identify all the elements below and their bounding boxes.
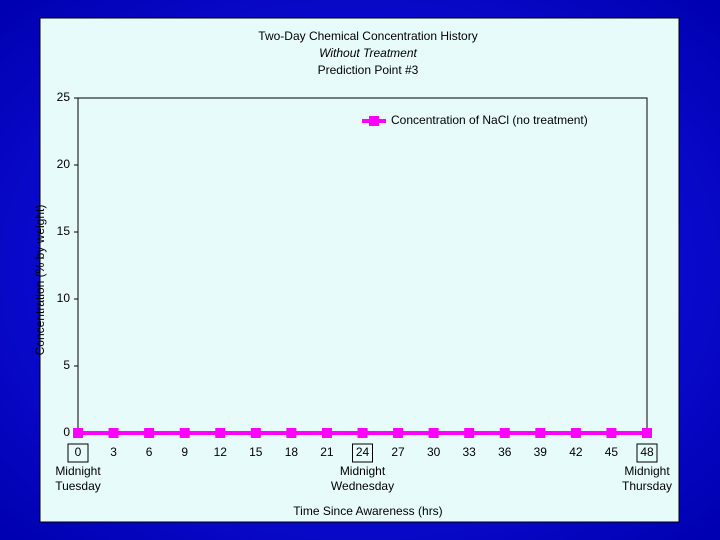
- data-marker: [286, 428, 297, 438]
- x-tick-label: 12: [214, 445, 228, 459]
- x-axis-label: Time Since Awareness (hrs): [293, 504, 442, 518]
- annotation: Midnight: [340, 464, 386, 478]
- data-marker: [108, 428, 119, 438]
- data-marker: [464, 428, 475, 438]
- x-tick-label: 21: [320, 445, 334, 459]
- data-marker: [642, 428, 652, 438]
- data-marker: [321, 428, 332, 438]
- x-tick-label: 48: [640, 445, 654, 459]
- y-tick-label: 20: [57, 157, 71, 171]
- tick-highlight-box: [352, 443, 373, 463]
- x-tick-label: 33: [463, 445, 477, 459]
- x-tick-label: 3: [110, 445, 117, 459]
- data-marker: [428, 428, 439, 438]
- data-marker: [393, 428, 404, 438]
- annotation: Wednesday: [331, 479, 394, 493]
- annotation: Midnight: [624, 464, 670, 478]
- chart-title: Two-Day Chemical Concentration History: [258, 29, 477, 43]
- y-tick-label: 25: [57, 90, 71, 104]
- data-marker: [144, 428, 155, 438]
- data-marker: [73, 428, 83, 438]
- legend-marker: [369, 116, 379, 126]
- y-tick-label: 10: [57, 291, 71, 305]
- x-tick-label: 15: [249, 445, 263, 459]
- tick-highlight-box: [67, 443, 89, 463]
- data-marker: [250, 428, 261, 438]
- y-tick-label: 0: [63, 425, 70, 439]
- x-tick-label: 27: [391, 445, 405, 459]
- x-tick-label: 42: [569, 445, 583, 459]
- data-marker: [535, 428, 546, 438]
- chart-subtitle: Prediction Point #3: [318, 63, 419, 77]
- data-marker: [215, 428, 226, 438]
- data-marker: [179, 428, 190, 438]
- x-tick-label: 45: [605, 445, 619, 459]
- data-marker: [357, 428, 368, 438]
- x-tick-label: 30: [427, 445, 441, 459]
- annotation: Thursday: [622, 479, 672, 493]
- legend-label: Concentration of NaCl (no treatment): [391, 113, 588, 127]
- y-tick-label: 5: [63, 358, 70, 372]
- chart-subtitle: Without Treatment: [319, 46, 417, 60]
- data-marker: [499, 428, 510, 438]
- x-tick-label: 24: [356, 445, 370, 459]
- y-axis-label: Concentration (% by weight): [33, 205, 47, 356]
- x-tick-label: 36: [498, 445, 512, 459]
- data-marker: [606, 428, 617, 438]
- y-tick-label: 15: [57, 224, 71, 238]
- annotation: Tuesday: [55, 479, 101, 493]
- tick-highlight-box: [636, 443, 658, 463]
- x-tick-label: 0: [75, 445, 82, 459]
- x-tick-label: 6: [146, 445, 153, 459]
- x-tick-label: 39: [534, 445, 548, 459]
- x-tick-label: 18: [285, 445, 299, 459]
- x-tick-label: 9: [181, 445, 188, 459]
- data-marker: [570, 428, 581, 438]
- annotation: Midnight: [55, 464, 101, 478]
